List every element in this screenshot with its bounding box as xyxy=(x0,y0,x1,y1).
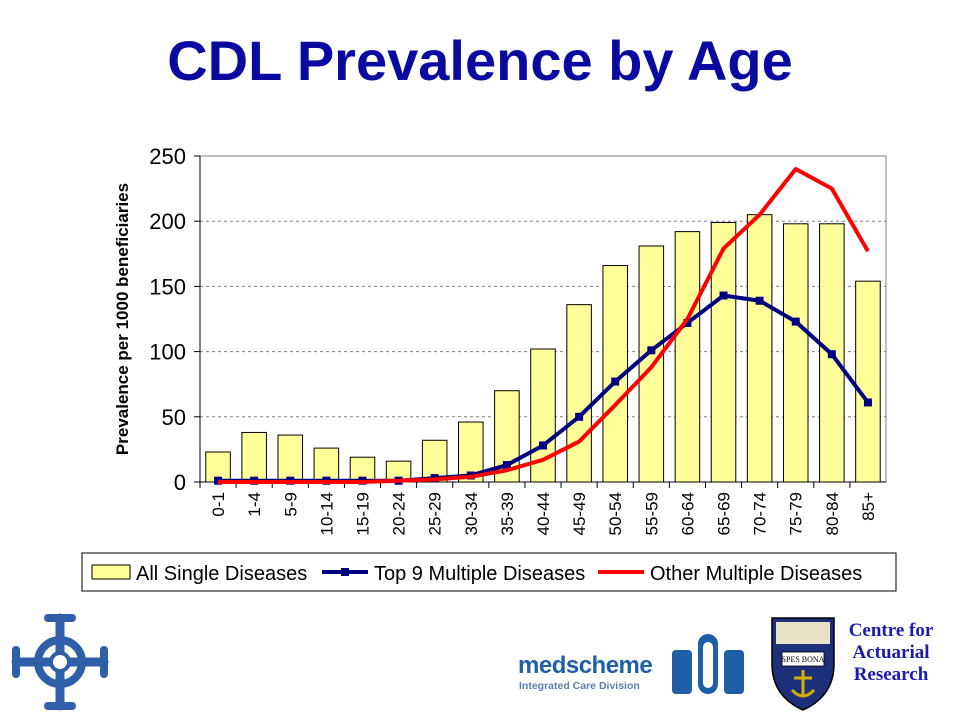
legend-box xyxy=(81,552,897,592)
x-tick-label: 40-44 xyxy=(534,492,553,535)
series-point xyxy=(791,317,800,326)
y-tick-label: 150 xyxy=(149,274,186,299)
legend-marker xyxy=(341,568,349,576)
x-tick-label: 80-84 xyxy=(823,492,842,535)
medscheme-symbol-part xyxy=(672,650,692,694)
x-tick-label: 60-64 xyxy=(678,492,697,535)
cross-logo-ring xyxy=(34,636,86,688)
series-line xyxy=(218,167,870,484)
y-axis-label: Prevalence per 1000 beneficiaries xyxy=(113,183,132,455)
cfar-line: Actuarial xyxy=(852,642,930,663)
x-tick-label: 65-69 xyxy=(715,492,734,535)
legend-label: Other Multiple Diseases xyxy=(650,563,862,585)
seal-chief xyxy=(776,622,830,644)
medscheme-symbol-part xyxy=(724,650,744,694)
seal-motto: SPES BONA xyxy=(782,655,825,664)
y-tick-label: 100 xyxy=(149,340,186,365)
x-tick-label: 10-14 xyxy=(317,492,336,535)
x-tick-label: 15-19 xyxy=(353,492,372,535)
series-point xyxy=(755,296,764,305)
x-tick-label: 55-59 xyxy=(642,492,661,535)
seal-scroll xyxy=(781,651,825,667)
x-tick-label: 50-54 xyxy=(606,492,625,535)
medscheme-symbol-icon xyxy=(672,634,744,694)
series-point xyxy=(683,318,692,327)
cfar-line: Research xyxy=(853,664,929,685)
y-tick-label: 50 xyxy=(162,405,186,430)
bar xyxy=(782,223,809,483)
x-tick-label: 25-29 xyxy=(426,492,445,535)
series-point xyxy=(647,346,656,355)
cfar-label: Centre for Actuarial Research xyxy=(836,620,946,686)
x-tick-label: 1-4 xyxy=(245,492,264,517)
slide-title: CDL Prevalence by Age xyxy=(167,29,793,92)
y-tick-label: 250 xyxy=(149,144,186,169)
x-tick-label: 85+ xyxy=(859,492,878,521)
series-point xyxy=(575,412,584,421)
x-tick-label: 35-39 xyxy=(498,492,517,535)
series-point xyxy=(827,350,836,359)
medscheme-symbol-gap xyxy=(703,642,713,688)
bar xyxy=(855,280,881,483)
bar xyxy=(277,434,304,483)
legend-swatch xyxy=(91,564,131,580)
university-seal-icon: SPES BONA xyxy=(771,617,835,711)
y-tick-label: 200 xyxy=(149,209,186,234)
y-tick-label: 0 xyxy=(174,470,186,495)
bar xyxy=(566,304,592,483)
bar xyxy=(746,214,773,483)
series-point xyxy=(539,441,547,450)
medscheme-logo-text: medscheme xyxy=(518,652,653,679)
medscheme-division-text: Integrated Care Division xyxy=(519,680,640,692)
bar xyxy=(674,231,701,483)
series-point xyxy=(611,377,620,386)
series-point xyxy=(863,398,872,407)
x-tick-label: 0-1 xyxy=(209,492,228,517)
cfar-line: Centre for xyxy=(848,620,934,641)
x-tick-label: 5-9 xyxy=(281,492,300,517)
series-point xyxy=(502,461,511,470)
seal-anchor xyxy=(790,670,816,698)
legend-label: All Single Diseases xyxy=(136,563,307,585)
series-point xyxy=(719,291,728,300)
bar xyxy=(241,431,267,483)
x-tick-label: 75-79 xyxy=(787,492,806,535)
x-tick-label: 30-34 xyxy=(462,492,481,535)
x-tick-label: 45-49 xyxy=(570,492,589,535)
legend-label: Top 9 Multiple Diseases xyxy=(374,563,585,585)
cross-logo-center xyxy=(49,651,71,673)
x-tick-label: 20-24 xyxy=(390,492,409,535)
cross-logo-icon xyxy=(11,613,109,711)
x-tick-label: 70-74 xyxy=(751,492,770,535)
